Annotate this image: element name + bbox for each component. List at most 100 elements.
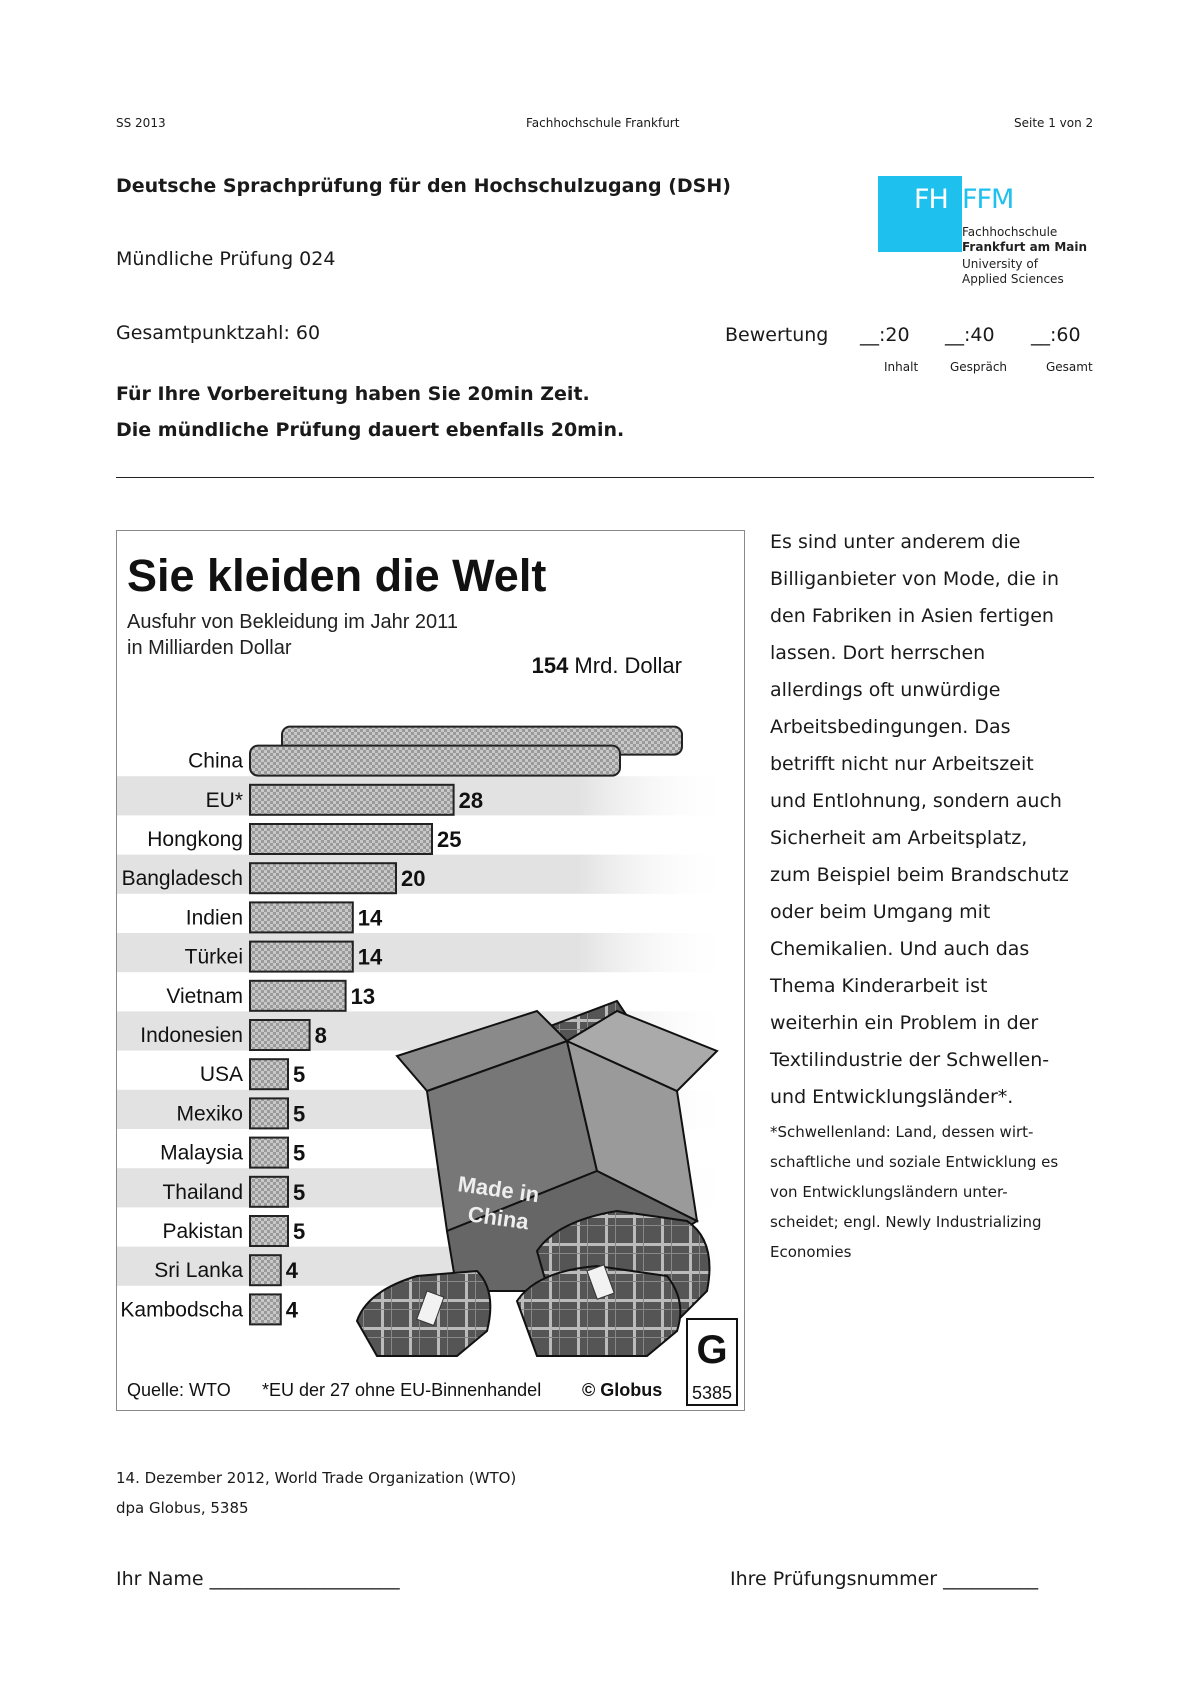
category-label: Indien <box>186 906 243 929</box>
chart-title: Sie kleiden die Welt <box>127 550 546 601</box>
bar <box>249 783 455 816</box>
logo-line-3: University of <box>962 257 1038 271</box>
chart-subtitle-1: Ausfuhr von Bekleidung im Jahr 2011 <box>127 611 458 633</box>
side-text-line: Textilindustrie der Schwellen- <box>770 1049 1050 1071</box>
value-label: 28 <box>459 788 483 813</box>
rating-total-score: __:60 <box>1031 324 1081 346</box>
bar <box>249 940 354 973</box>
category-label: EU* <box>206 789 243 812</box>
bar <box>249 979 347 1012</box>
rating-conversation-label: Gespräch <box>950 360 1008 374</box>
category-label: USA <box>200 1063 243 1086</box>
instruction-duration: Die mündliche Prüfung dauert ebenfalls 2… <box>116 419 625 441</box>
document-title: Deutsche Sprachprüfung für den Hochschul… <box>116 175 731 197</box>
source-line-2: dpa Globus, 5385 <box>116 1499 249 1517</box>
bar <box>249 1175 289 1208</box>
category-label: Pakistan <box>162 1220 243 1243</box>
value-label: 5 <box>293 1180 305 1205</box>
value-label: 5 <box>293 1219 305 1244</box>
category-label: Vietnam <box>166 985 243 1008</box>
chart-subtitle-2: in Milliarden Dollar <box>127 637 292 659</box>
category-label: Thailand <box>162 1181 243 1204</box>
side-text-line: Es sind unter anderem die <box>770 531 1021 553</box>
side-text-line: und Entlohnung, sondern auch <box>770 790 1062 812</box>
footnote-line: schaftliche und soziale Entwicklung es <box>770 1153 1059 1171</box>
logo-line-2: Frankfurt am Main <box>962 240 1088 254</box>
side-text-line: den Fabriken in Asien fertigen <box>770 605 1054 627</box>
globus-logo-icon: G <box>696 1328 727 1372</box>
bar <box>249 1293 282 1326</box>
side-text-line: Arbeitsbedingungen. Das <box>770 716 1011 738</box>
rating-label: Bewertung <box>725 324 829 346</box>
divider <box>116 477 1094 478</box>
chart-frame: Sie kleiden die Welt Ausfuhr von Bekleid… <box>116 530 745 1411</box>
value-label: 14 <box>358 905 383 930</box>
rating-content-score: __:20 <box>860 324 910 346</box>
name-field[interactable]: Ihr Name ____________________ <box>116 1568 400 1590</box>
bar <box>249 1019 311 1051</box>
exam-label: Mündliche Prüfung 024 <box>116 248 336 270</box>
side-text-line: Chemikalien. Und auch das <box>770 938 1030 960</box>
footnote-line: *Schwellenland: Land, dessen wirt- <box>770 1123 1034 1141</box>
logo-ffm-text: FFM <box>962 184 1014 215</box>
bar-chart: Sie kleiden die Welt Ausfuhr von Bekleid… <box>117 550 738 1406</box>
row-stripe <box>117 854 732 894</box>
bar <box>249 862 397 895</box>
rating-total-label: Gesamt <box>1046 360 1093 374</box>
side-text-line: Billiganbieter von Mode, die in <box>770 568 1060 590</box>
category-label: Hongkong <box>147 828 243 851</box>
chart-source: Quelle: WTO <box>127 1380 231 1400</box>
logo-fh-block <box>878 176 962 252</box>
category-label: Malaysia <box>160 1142 243 1165</box>
shirts-box-illustration: Made in China <box>355 999 719 1357</box>
chart-publisher: © Globus <box>582 1380 662 1400</box>
bar <box>249 1215 289 1247</box>
side-text-line: zum Beispiel beim Brandschutz <box>770 864 1069 886</box>
logo-line-4: Applied Sciences <box>962 272 1064 286</box>
graphic-number: 5385 <box>692 1383 732 1403</box>
side-text-line: Sicherheit am Arbeitsplatz, <box>770 827 1028 849</box>
footnote-line: Economies <box>770 1243 852 1261</box>
category-label: Mexiko <box>176 1102 243 1125</box>
value-label-china: 154 Mrd. Dollar <box>532 653 682 678</box>
source-line-1: 14. Dezember 2012, World Trade Organizat… <box>116 1469 517 1487</box>
bar <box>249 1254 282 1287</box>
logo-fh-text: FH <box>914 184 949 215</box>
footnote-line: von Entwicklungsländern unter- <box>770 1183 1008 1201</box>
category-label: China <box>188 750 243 773</box>
category-label: Indonesien <box>140 1024 243 1047</box>
row-stripe <box>117 933 732 973</box>
value-label: 25 <box>437 827 461 852</box>
bar <box>249 1058 289 1091</box>
value-label: 5 <box>293 1141 305 1166</box>
logo-line-1: Fachhochschule <box>962 225 1058 239</box>
instruction-preparation: Für Ihre Vorbereitung haben Sie 20min Ze… <box>116 383 590 405</box>
side-text-line: und Entwicklungsländer*. <box>770 1086 1014 1108</box>
side-text: Es sind unter anderem die Billiganbieter … <box>770 524 1100 1116</box>
bar-china <box>249 744 621 777</box>
side-text-line: weiterhin ein Problem in der <box>770 1012 1039 1034</box>
value-label: 5 <box>293 1101 305 1126</box>
category-label: Bangladesch <box>122 867 243 890</box>
side-text-line: oder beim Umgang mit <box>770 901 991 923</box>
value-label: 5 <box>293 1062 305 1087</box>
header-term: SS 2013 <box>116 116 166 130</box>
value-label: 4 <box>286 1258 299 1283</box>
value-label: 8 <box>315 1023 327 1048</box>
side-text-line: allerdings oft unwürdige <box>770 679 1001 701</box>
bar <box>249 1136 289 1169</box>
header-institution: Fachhochschule Frankfurt <box>526 116 680 130</box>
bar <box>249 1097 289 1130</box>
value-label: 13 <box>351 984 375 1009</box>
value-label: 4 <box>286 1297 299 1322</box>
exam-number-field[interactable]: Ihre Prüfungsnummer __________ <box>730 1568 1039 1590</box>
value-label: 14 <box>358 945 383 970</box>
total-points: Gesamtpunktzahl: 60 <box>116 322 321 344</box>
value-label: 20 <box>401 866 425 891</box>
side-text-line: Thema Kinderarbeit ist <box>770 975 988 997</box>
bar <box>249 901 354 934</box>
category-label: Sri Lanka <box>154 1259 243 1282</box>
globus-logo-box <box>686 1318 738 1406</box>
bar <box>249 823 433 855</box>
rating-conversation-score: __:40 <box>945 324 995 346</box>
